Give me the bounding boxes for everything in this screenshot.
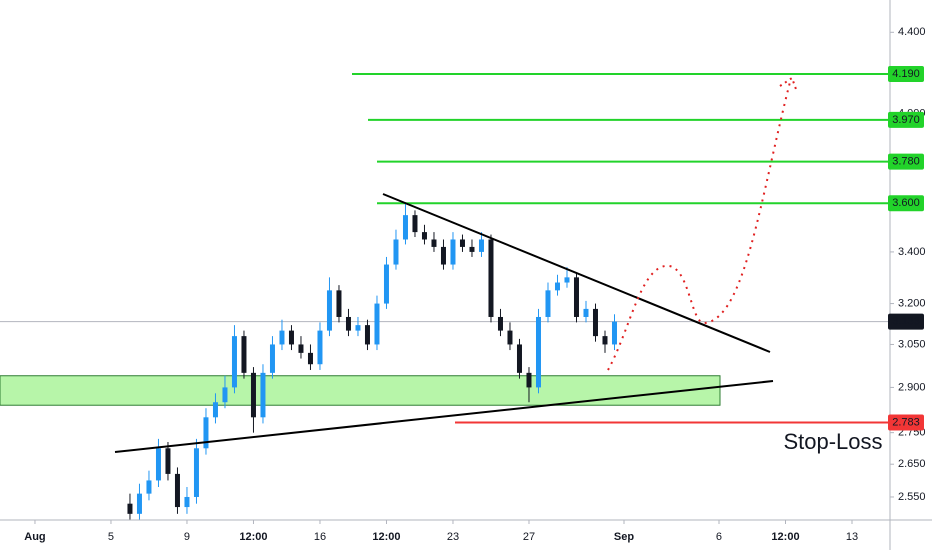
candle-body — [469, 246, 475, 252]
candle-body — [573, 277, 579, 317]
candle-body — [269, 344, 275, 373]
candle-body — [222, 387, 228, 403]
x-tick-label: 12:00 — [771, 531, 799, 543]
candle-body — [564, 277, 570, 283]
x-tick-label: Sep — [614, 531, 634, 543]
candle-body — [336, 290, 342, 317]
price-level-label: 3.780 — [892, 156, 920, 168]
candle-body — [402, 215, 408, 240]
projection-path — [607, 81, 791, 371]
price-axis-panel — [890, 0, 932, 550]
candle-body — [440, 246, 446, 265]
x-tick-label: 23 — [447, 531, 459, 543]
y-tick-label: 2.550 — [898, 491, 926, 503]
zone-layer — [0, 375, 721, 406]
candle-body — [279, 330, 285, 345]
candle-body — [212, 402, 218, 418]
x-tick-label: 6 — [716, 531, 722, 543]
time-axis-panel — [0, 520, 932, 550]
candle-body — [421, 232, 427, 240]
candle-body — [288, 330, 294, 345]
candle-body — [554, 282, 560, 291]
candle-body — [431, 239, 437, 247]
y-tick-label: 3.050 — [898, 338, 926, 350]
candle-body — [165, 448, 171, 474]
x-tick-label: 5 — [108, 531, 114, 543]
candle-body — [298, 344, 304, 353]
y-tick-label: 3.400 — [898, 246, 926, 258]
price-level-badge — [888, 195, 924, 212]
candle-body — [326, 290, 332, 331]
price-level-badge — [888, 65, 924, 82]
y-tick-label: 4.400 — [898, 26, 926, 38]
price-level-label: 2.783 — [892, 416, 920, 428]
candle-body — [507, 330, 513, 345]
candle-body — [459, 239, 465, 247]
demand-zone — [0, 375, 721, 406]
resistance-trendline — [382, 193, 771, 353]
x-tick-label: 13 — [846, 531, 858, 543]
candle-body — [611, 321, 617, 345]
candle-body — [146, 480, 152, 494]
candle-body — [193, 448, 199, 497]
label-layer: 4.190 3.970 3.780 3.600 3.133 2.783 — [888, 65, 924, 431]
candle-body — [602, 336, 608, 345]
candle-body — [155, 448, 161, 481]
y-tick-label: 2.900 — [898, 381, 926, 393]
candle-body — [174, 473, 180, 508]
candle-body — [203, 417, 209, 449]
x-tick-label: Aug — [24, 531, 45, 543]
candle-body — [545, 290, 551, 317]
candle-body — [260, 372, 266, 418]
candle-body — [345, 316, 351, 331]
candle-body — [488, 239, 494, 317]
candle-body — [241, 336, 247, 373]
candle-body — [526, 372, 532, 388]
candle-body — [231, 336, 237, 388]
candle-body — [127, 503, 133, 514]
candle-body — [592, 308, 598, 337]
candle-body — [184, 496, 190, 508]
candle-body — [383, 264, 389, 304]
x-tick-label: 12:00 — [239, 531, 267, 543]
level-layer — [0, 72, 890, 424]
candle-body — [307, 352, 313, 365]
y-tick-label: 2.650 — [898, 458, 926, 470]
candle-body — [535, 316, 541, 388]
candle-body — [374, 303, 380, 345]
price-level-badge — [888, 111, 924, 128]
price-level-label: 4.190 — [892, 68, 920, 80]
candle-body — [355, 325, 361, 331]
candle-body — [393, 239, 399, 265]
axis-layer: 2.5502.6502.7502.9003.0503.2003.4004.000… — [24, 26, 925, 543]
y-tick-label: 3.200 — [898, 297, 926, 309]
candle-body — [136, 493, 142, 514]
candle-body — [583, 308, 589, 317]
projection-arrowhead — [779, 76, 798, 93]
candle-body — [516, 344, 522, 373]
price-level-label: 3.970 — [892, 114, 920, 126]
price-level-label: 3.133 — [892, 315, 920, 327]
candle-body — [364, 325, 370, 345]
x-tick-label: 27 — [523, 531, 535, 543]
price-level-label: 3.600 — [892, 197, 920, 209]
x-tick-label: 9 — [184, 531, 190, 543]
candle-body — [250, 372, 256, 418]
x-tick-label: 16 — [314, 531, 326, 543]
candle-body — [317, 330, 323, 365]
candle-body — [497, 316, 503, 331]
candle-body — [450, 239, 456, 265]
price-level-badge — [888, 414, 924, 431]
stop-loss-annotation: Stop-Loss — [783, 429, 882, 454]
candle-body — [478, 239, 484, 252]
support-trendline — [114, 380, 774, 453]
x-tick-label: 12:00 — [372, 531, 400, 543]
candle-layer — [127, 203, 617, 521]
price-level-badge — [888, 153, 924, 170]
candle-body — [412, 215, 418, 233]
price-level-badge — [888, 313, 924, 330]
